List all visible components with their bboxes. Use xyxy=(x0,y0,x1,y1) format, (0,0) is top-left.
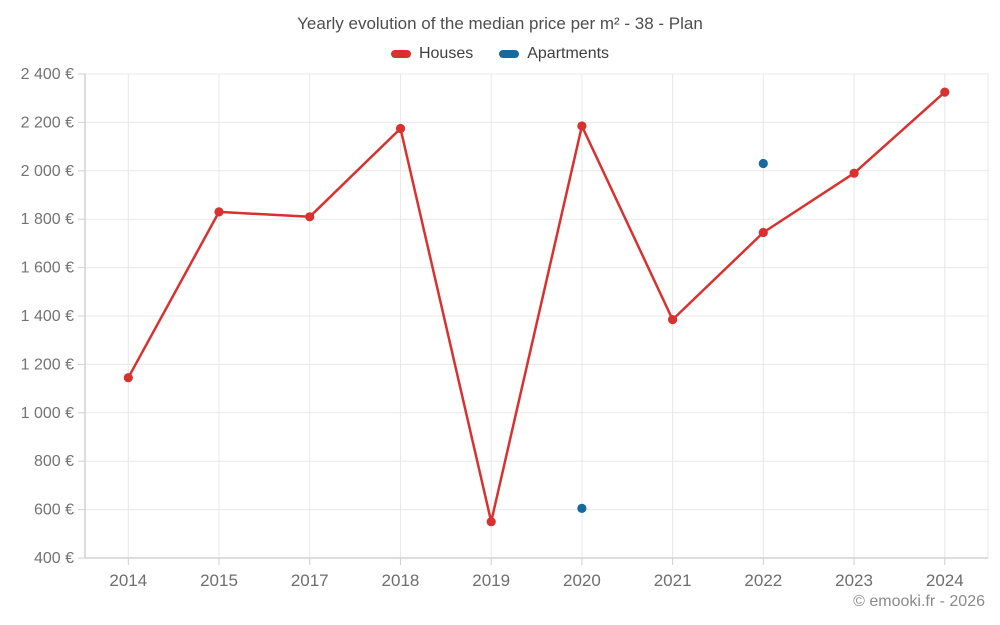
x-tick-label: 2024 xyxy=(926,571,964,590)
y-tick-label: 600 € xyxy=(34,502,74,519)
y-tick-label: 1 400 € xyxy=(21,308,74,325)
data-point-houses[interactable] xyxy=(577,121,587,131)
y-tick-label: 2 200 € xyxy=(21,114,74,131)
houses-swatch-icon xyxy=(390,50,411,58)
legend-item-apartments[interactable]: Apartments xyxy=(499,45,609,63)
legend-label-apartments: Apartments xyxy=(527,45,610,62)
chart-title: Yearly evolution of the median price per… xyxy=(297,14,703,33)
y-tick-label: 400 € xyxy=(34,550,74,567)
x-tick-label: 2018 xyxy=(382,571,420,590)
y-tick-label: 1 800 € xyxy=(21,211,74,228)
x-tick-label: 2014 xyxy=(109,571,147,590)
x-tick-label: 2022 xyxy=(744,571,782,590)
x-tick-label: 2023 xyxy=(835,571,873,590)
legend: Houses Apartments xyxy=(0,45,1000,63)
data-point-apartments[interactable] xyxy=(758,158,768,169)
x-tick-label: 2020 xyxy=(563,571,601,590)
data-point-houses[interactable] xyxy=(668,315,678,325)
data-point-apartments[interactable] xyxy=(577,503,587,513)
y-tick-label: 1 600 € xyxy=(21,260,74,277)
data-point-houses[interactable] xyxy=(940,87,950,97)
data-point-houses[interactable] xyxy=(395,123,406,134)
data-point-houses[interactable] xyxy=(486,517,496,527)
data-point-houses[interactable] xyxy=(305,212,315,222)
y-tick-label: 1 000 € xyxy=(21,405,74,422)
data-point-houses[interactable] xyxy=(758,227,768,238)
data-point-houses[interactable] xyxy=(123,373,133,383)
legend-item-houses[interactable]: Houses xyxy=(390,45,474,63)
y-tick-label: 1 200 € xyxy=(21,356,74,373)
y-tick-label: 2 000 € xyxy=(21,163,74,180)
apartments-swatch-icon xyxy=(499,50,520,58)
y-tick-label: 2 400 € xyxy=(21,66,74,83)
data-point-houses[interactable] xyxy=(214,207,224,217)
data-point-houses[interactable] xyxy=(849,168,859,178)
series-line-houses xyxy=(127,90,947,523)
x-tick-label: 2017 xyxy=(291,571,329,590)
x-tick-label: 2015 xyxy=(200,571,238,590)
y-tick-label: 800 € xyxy=(34,453,74,470)
x-tick-label: 2019 xyxy=(472,571,510,590)
footer-credit: © emooki.fr - 2026 xyxy=(853,593,985,610)
legend-label-houses: Houses xyxy=(418,45,474,62)
x-tick-label: 2021 xyxy=(654,571,692,590)
